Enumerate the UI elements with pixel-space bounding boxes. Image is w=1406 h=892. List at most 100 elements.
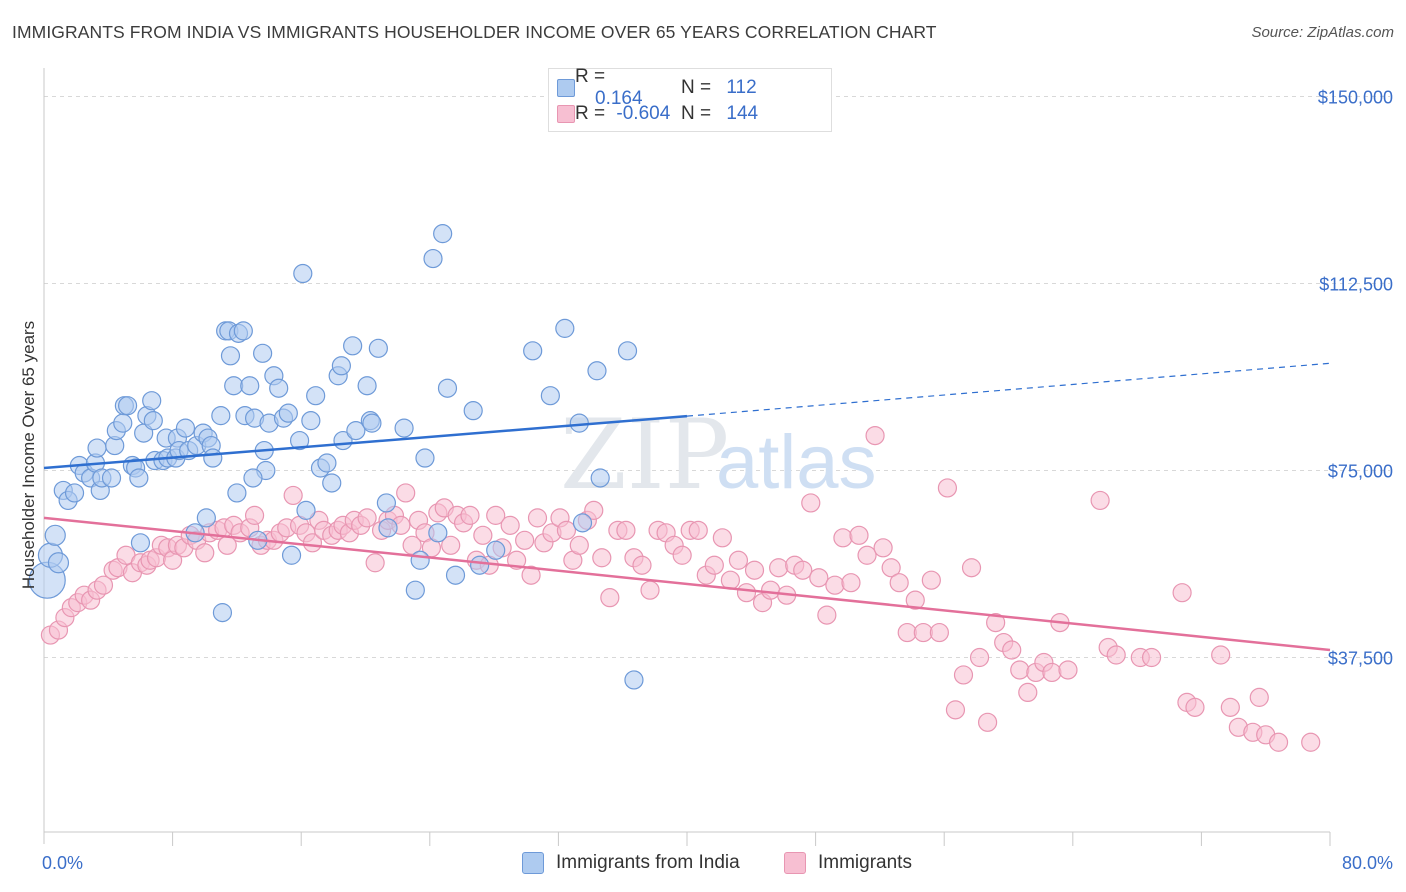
point-immigrants <box>584 500 604 520</box>
axes <box>43 68 1331 846</box>
point-immigrants <box>283 485 303 506</box>
point-india <box>101 468 122 488</box>
point-india <box>523 341 543 361</box>
point-immigrants <box>688 520 708 540</box>
point-india <box>129 468 149 488</box>
point-immigrants <box>945 700 966 720</box>
point-india <box>289 430 310 451</box>
chart-source: Source: ZipAtlas.com <box>1251 24 1394 41</box>
legend-r-label: R = <box>575 103 606 124</box>
point-immigrants <box>712 528 732 548</box>
point-immigrants <box>841 573 861 593</box>
point-india <box>269 378 289 398</box>
legend-item-india[interactable]: Immigrants from India <box>522 852 740 874</box>
point-immigrants <box>921 570 941 590</box>
point-india <box>378 518 398 538</box>
point-india <box>331 356 351 376</box>
point-immigrants <box>809 568 829 588</box>
point-india <box>117 396 138 416</box>
point-india <box>587 361 607 381</box>
point-india <box>175 418 196 438</box>
legend-swatch-india <box>522 852 544 874</box>
point-india <box>617 341 638 361</box>
point-immigrants <box>396 483 416 503</box>
point-immigrants <box>441 535 461 555</box>
point-india <box>486 540 506 560</box>
point-india <box>233 321 253 341</box>
legend-item-immigrants[interactable]: Immigrants <box>784 852 912 874</box>
y-tick-label: $75,000 <box>1328 462 1393 482</box>
point-india <box>437 378 458 398</box>
legend-n-label: N = <box>681 103 712 124</box>
point-india <box>220 346 241 366</box>
point-immigrants <box>825 575 845 595</box>
point-immigrants <box>1042 662 1062 683</box>
series-immigrants <box>40 425 1321 752</box>
legend-n-label: N = <box>681 77 712 98</box>
point-india <box>113 413 133 433</box>
point-immigrants <box>986 612 1006 633</box>
chart-title: IMMIGRANTS FROM INDIA VS IMMIGRANTS HOUS… <box>12 22 937 42</box>
point-india <box>142 391 162 411</box>
point-immigrants <box>365 553 385 573</box>
y-tick-label: $37,500 <box>1328 649 1393 669</box>
point-immigrants <box>1185 697 1205 717</box>
point-india <box>445 565 466 585</box>
point-india <box>196 508 216 528</box>
point-immigrants <box>569 535 589 555</box>
point-immigrants <box>704 555 724 575</box>
point-immigrants <box>929 622 949 643</box>
point-immigrants <box>640 580 660 600</box>
point-india <box>44 524 66 546</box>
x-tick-labels: 0.0% 80.0% <box>42 853 1393 873</box>
point-india <box>278 403 298 423</box>
point-immigrants <box>600 588 620 608</box>
point-immigrants <box>1010 660 1030 680</box>
point-immigrants <box>857 545 877 565</box>
legend-swatch-pink <box>557 105 575 123</box>
watermark-atlas: atlas <box>716 420 877 505</box>
y-tick-labels: $37,500 $75,000 $112,500 $150,000 <box>1318 88 1393 669</box>
point-india <box>590 468 610 488</box>
point-immigrants <box>961 558 982 578</box>
point-immigrants <box>244 505 265 525</box>
point-india <box>405 580 425 600</box>
point-immigrants <box>1301 732 1321 752</box>
point-immigrants <box>728 550 749 570</box>
y-tick-label: $112,500 <box>1319 275 1393 295</box>
point-india <box>87 438 107 458</box>
point-immigrants <box>1211 645 1231 665</box>
point-immigrants <box>527 508 548 528</box>
point-india <box>410 550 430 570</box>
point-india <box>368 338 388 358</box>
point-india <box>281 545 302 565</box>
point-immigrants <box>1249 687 1269 707</box>
point-immigrants <box>500 515 520 535</box>
point-immigrants <box>889 573 909 593</box>
point-immigrants <box>953 665 974 685</box>
point-immigrants <box>1141 647 1162 668</box>
point-immigrants <box>905 590 925 610</box>
point-india <box>301 411 321 431</box>
point-immigrants <box>195 543 215 563</box>
point-immigrants <box>801 493 821 513</box>
point-immigrants <box>486 505 506 525</box>
point-india <box>343 336 363 356</box>
point-immigrants <box>1268 732 1289 752</box>
point-india <box>463 401 483 421</box>
point-india <box>240 376 260 396</box>
point-immigrants <box>1220 697 1240 717</box>
point-immigrants <box>873 538 893 558</box>
point-india <box>296 500 316 520</box>
legend-row-immigrants: R = -0.604 N = 144 <box>557 102 758 126</box>
correlation-legend: R = 0.164 N = 112 R = -0.604 N = 144 <box>548 66 832 132</box>
point-india <box>317 453 337 473</box>
legend-r-value: -0.604 <box>616 103 671 124</box>
point-immigrants <box>793 560 813 580</box>
point-india <box>293 263 313 284</box>
point-immigrants <box>632 555 652 575</box>
point-india <box>224 376 244 396</box>
point-india <box>540 386 560 406</box>
point-india <box>433 224 453 244</box>
